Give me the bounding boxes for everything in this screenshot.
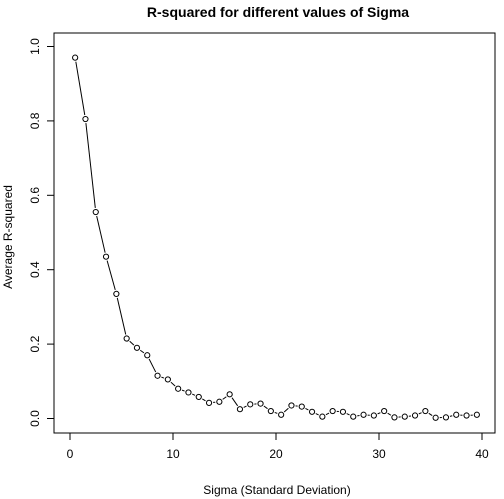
series-line-segment (170, 381, 176, 387)
data-point (133, 344, 141, 351)
x-tick-label: 10 (166, 447, 180, 461)
series-line-segment (305, 407, 309, 411)
x-tick-label: 40 (475, 447, 489, 461)
series-line-segment (346, 413, 350, 416)
data-point (257, 400, 264, 407)
data-point (92, 208, 99, 216)
data-point (308, 408, 316, 415)
series-line-segment (148, 358, 157, 373)
data-point (381, 407, 388, 415)
data-point (113, 290, 120, 297)
series-line-segment (325, 412, 330, 416)
data-point (298, 403, 305, 410)
data-point (370, 412, 377, 419)
y-tick-label: 0.2 (28, 335, 42, 352)
data-point (72, 54, 79, 61)
data-point (473, 411, 480, 418)
series-line-segment (75, 61, 86, 116)
series-line-segment (181, 389, 185, 392)
series-line-segment (263, 405, 268, 410)
data-point (82, 115, 89, 123)
series-line-segment (243, 405, 247, 408)
data-point (319, 413, 326, 420)
data-point (453, 411, 460, 418)
data-point (339, 408, 347, 415)
data-point (185, 389, 192, 396)
series-line-segment (129, 340, 135, 346)
y-tick-label: 0.8 (28, 112, 42, 129)
series-line-segment (106, 260, 116, 291)
series-line-segment (96, 215, 106, 253)
series-line-segment (222, 396, 227, 400)
data-point (432, 414, 439, 421)
data-point (247, 401, 254, 408)
data-point (226, 391, 233, 398)
x-tick-label: 30 (372, 447, 386, 461)
data-point (463, 412, 470, 419)
x-axis: 0 10 20 30 40 (67, 433, 489, 461)
series-line-segment (387, 412, 392, 416)
data-point (422, 407, 429, 415)
x-axis-label: Sigma (Standard Deviation) (203, 483, 350, 497)
series-line-segment (428, 412, 433, 416)
data-point (175, 385, 182, 392)
series-line-segment (192, 393, 196, 396)
series-line-segment (274, 411, 278, 414)
data-point (144, 352, 151, 359)
series-line-segment (418, 412, 422, 415)
series-line-segment (139, 349, 145, 354)
y-tick-label: 1.0 (28, 38, 42, 55)
data-point (350, 413, 357, 420)
data-point (411, 412, 419, 419)
data-point (102, 253, 110, 260)
y-tick-label: 0.4 (28, 261, 42, 278)
series-line-segment (161, 376, 165, 379)
plot-area (53, 32, 496, 434)
chart-title: R-squared for different values of Sigma (147, 4, 409, 20)
series-line-segment (116, 297, 127, 335)
y-axis-label: Average R-squared (1, 185, 15, 289)
series-line-segment (449, 415, 453, 417)
data-point (123, 335, 130, 342)
data-point (278, 411, 285, 418)
series-line-segment (202, 398, 206, 402)
data-point (267, 407, 274, 415)
data-point (205, 399, 213, 406)
data-point (401, 413, 408, 420)
data-point (360, 411, 367, 418)
series-line-segment (283, 407, 289, 413)
series-line-segment (315, 413, 319, 416)
x-tick-label: 20 (269, 447, 283, 461)
x-tick-label: 0 (67, 447, 74, 461)
data-point (154, 372, 161, 379)
data-point (288, 402, 295, 409)
data-point (236, 406, 244, 413)
data-point (391, 414, 398, 421)
series-line-segment (377, 412, 381, 415)
data-point (442, 414, 450, 421)
data-point (195, 393, 202, 401)
data-point (329, 407, 336, 415)
data-point (164, 376, 171, 383)
series-line-segment (231, 397, 239, 407)
plot-frame (53, 32, 496, 434)
y-tick-label: 0.6 (28, 187, 42, 204)
y-tick-label: 0.0 (28, 410, 42, 427)
y-axis: 0.0 0.2 0.4 0.6 0.8 1.0 (28, 38, 54, 427)
data-point (216, 398, 223, 405)
series-line-segment (85, 123, 96, 209)
